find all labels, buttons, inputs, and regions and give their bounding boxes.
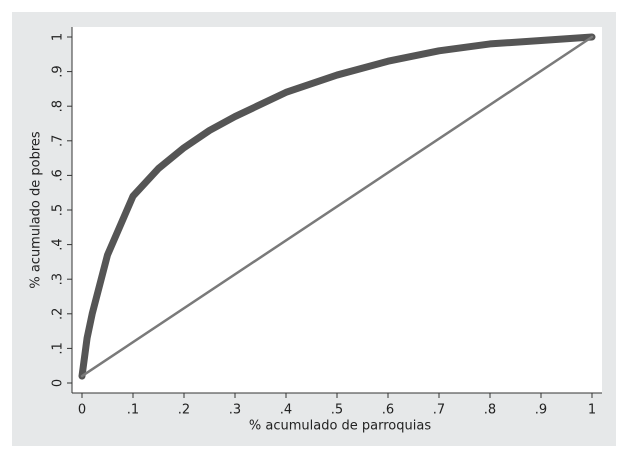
y-tick-label: .7	[51, 135, 66, 147]
y-tick-label: .2	[51, 308, 66, 320]
line-series	[78, 33, 596, 380]
y-tick-label: .9	[51, 65, 66, 77]
x-tick-label: .3	[229, 403, 241, 418]
y-tick-label: 1	[51, 33, 66, 41]
x-axis-title: % acumulado de parroquias	[249, 419, 431, 434]
x-tick-label: .2	[178, 403, 190, 418]
y-tick-label: .8	[51, 100, 66, 112]
y-axis-title: % acumulado de pobres	[29, 131, 44, 289]
x-tick-label: .1	[127, 403, 139, 418]
x-tick-label: .9	[535, 403, 547, 418]
y-tick-label: .1	[51, 342, 66, 354]
y-tick-label: .4	[51, 238, 66, 250]
x-tick-label: .6	[382, 403, 394, 418]
y-tick-label: .6	[51, 169, 66, 181]
y-tick-label: .3	[51, 273, 66, 285]
y-tick-label: 0	[51, 379, 66, 387]
x-tick-label: .4	[280, 403, 292, 418]
x-tick-label: .5	[331, 403, 343, 418]
x-tick-label: 0	[78, 403, 86, 418]
x-tick-label: 1	[588, 403, 596, 418]
x-tick-label: .7	[433, 403, 445, 418]
x-tick-label: .8	[484, 403, 496, 418]
line-series	[80, 35, 594, 378]
y-tick-label: .5	[51, 204, 66, 216]
